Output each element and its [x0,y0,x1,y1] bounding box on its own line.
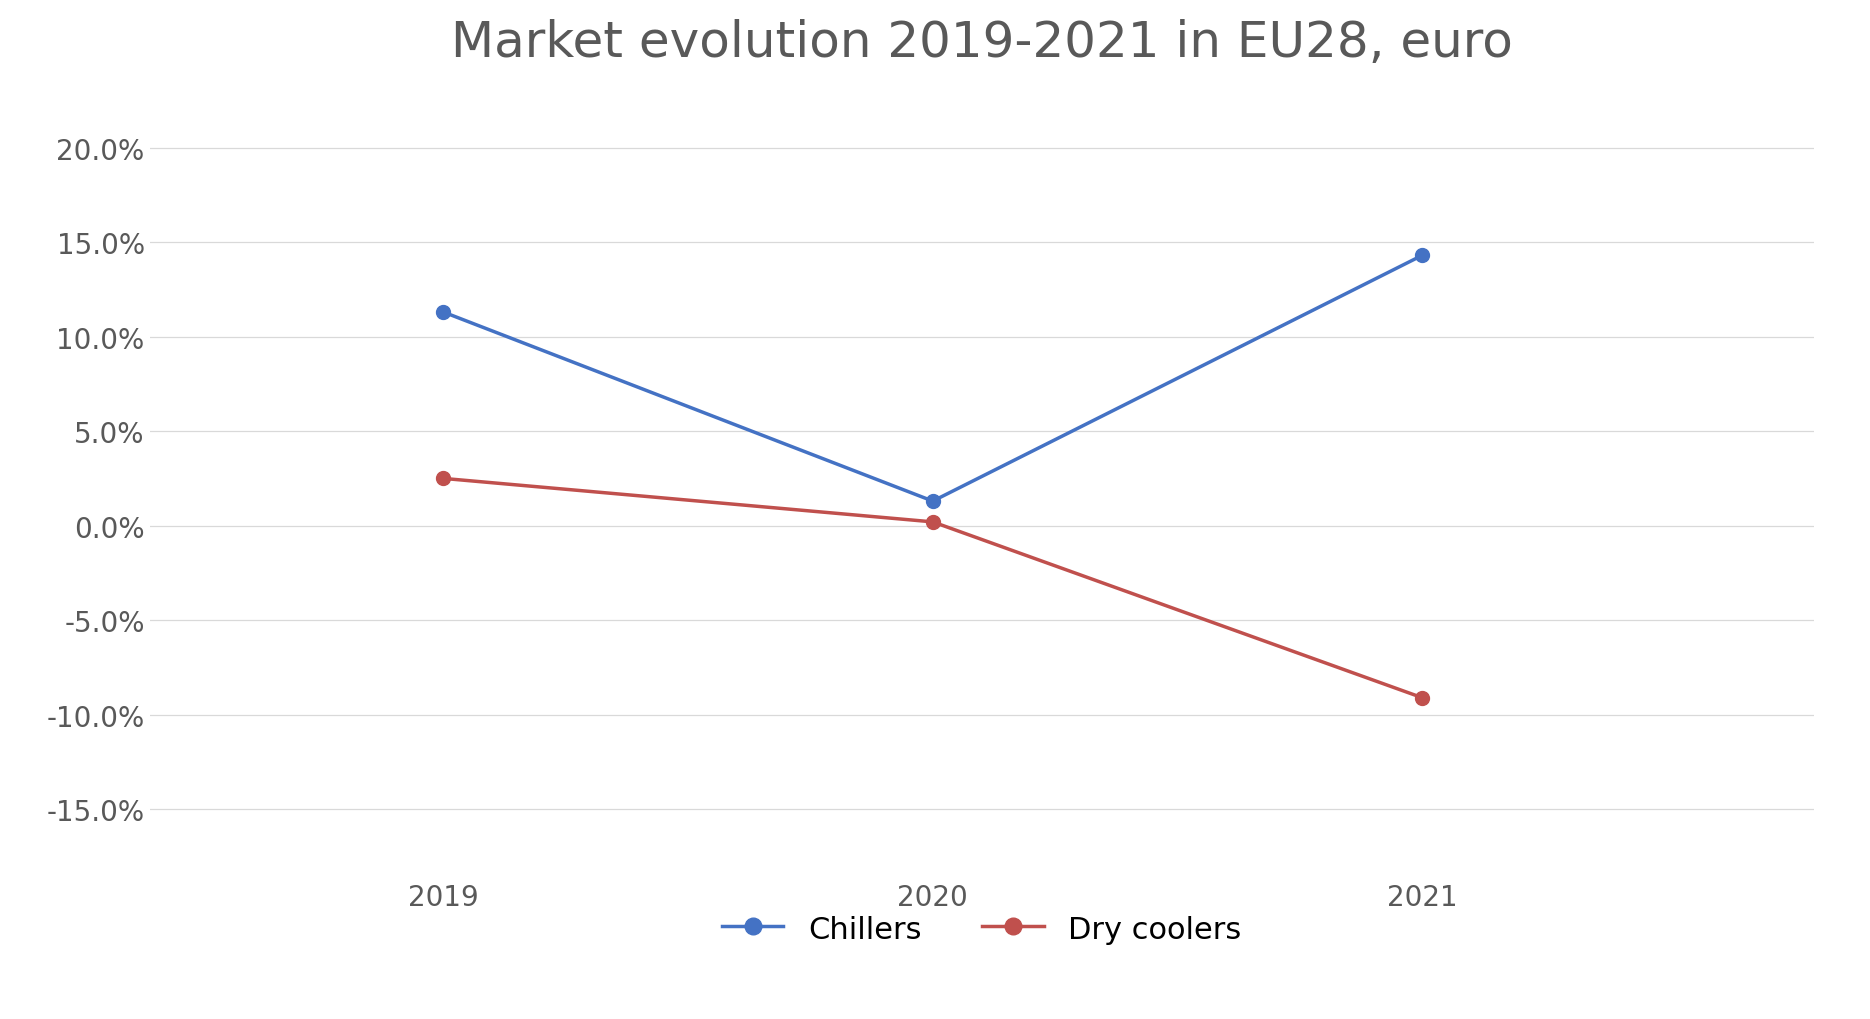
Line: Dry coolers: Dry coolers [436,472,1429,705]
Legend: Chillers, Dry coolers: Chillers, Dry coolers [722,914,1242,944]
Dry coolers [1412,692,1434,704]
Dry coolers [922,517,944,529]
Line: Chillers: Chillers [436,249,1429,508]
Chillers [922,495,944,507]
Title: Market evolution 2019-2021 in EU28, euro: Market evolution 2019-2021 in EU28, euro [451,19,1513,67]
Chillers [1412,250,1434,262]
Dry coolers [432,473,454,485]
Chillers [432,307,454,319]
